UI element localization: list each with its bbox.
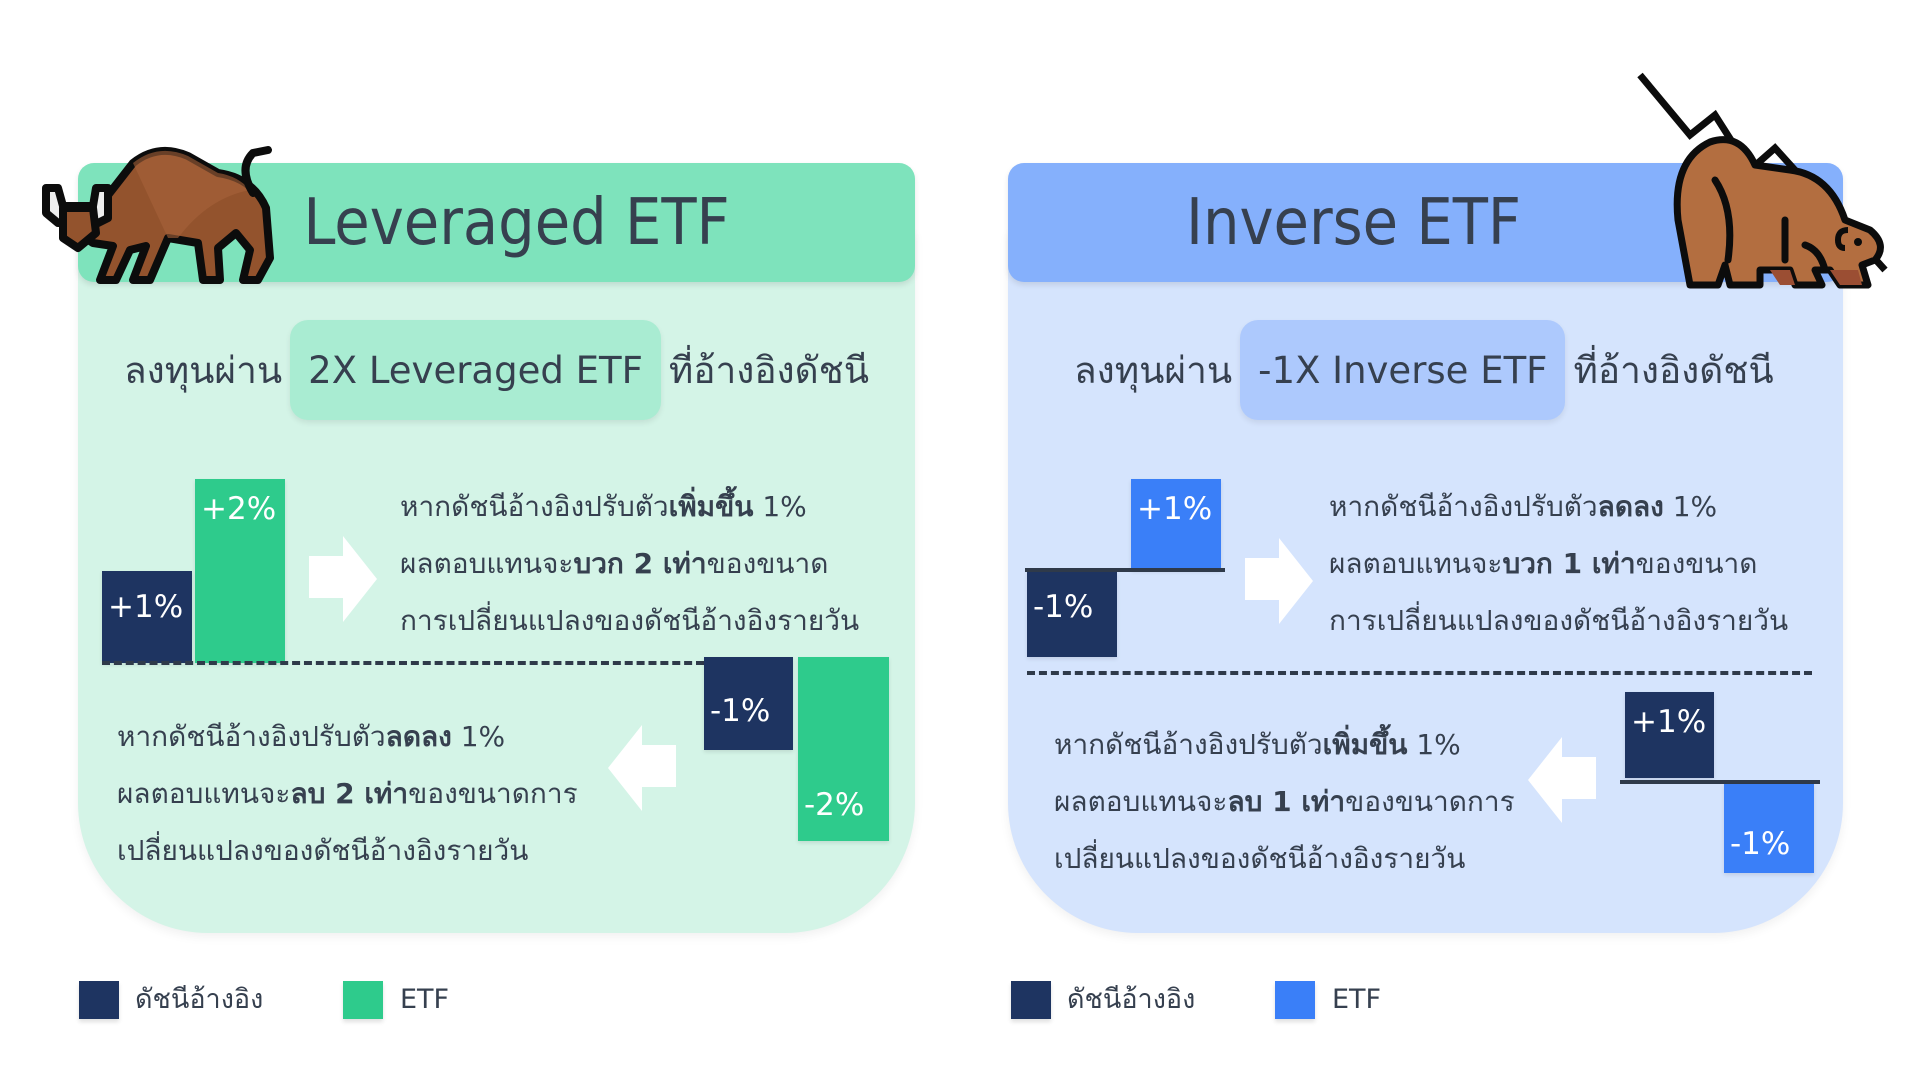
baseline-dashed: [102, 661, 704, 665]
section-divider-dashed: [1027, 671, 1812, 675]
bear-icon: [1637, 72, 1888, 289]
bar-label: +1%: [1137, 491, 1213, 527]
baseline-solid: [1620, 780, 1820, 784]
bar-label: -1%: [710, 693, 771, 729]
desc-text: การเปลี่ยนแปลงของดัชนีอ้างอิงรายวัน: [1329, 604, 1789, 637]
desc-text: เปลี่ยนแปลงของดัชนีอ้างอิงรายวัน: [1054, 842, 1466, 875]
etf-bar-down: -2%: [798, 657, 889, 841]
legend-swatch-etf: [1275, 981, 1315, 1019]
bar-label: -2%: [804, 787, 865, 823]
subtitle-prefix: ลงทุนผ่าน: [124, 348, 283, 392]
inverse-up-description: หากดัชนีอ้างอิงปรับตัวลดลง 1% ผลตอบแทนจะ…: [1329, 478, 1788, 649]
legend-label-index: ดัชนีอ้างอิง: [1067, 984, 1196, 1015]
legend-swatch-index: [79, 981, 119, 1019]
legend-label-index: ดัชนีอ้างอิง: [135, 984, 264, 1015]
leveraged-up-description: หากดัชนีอ้างอิงปรับตัวเพิ่มขึ้น 1% ผลตอบ…: [400, 478, 859, 649]
desc-text: ผลตอบแทนจะ: [400, 547, 574, 580]
subtitle-highlight: 2X Leveraged ETF: [308, 348, 643, 392]
inverse-title: Inverse ETF: [1186, 185, 1521, 260]
legend-swatch-etf: [343, 981, 383, 1019]
index-bar-down: -1%: [1027, 571, 1117, 657]
inverse-subtitle: ลงทุนผ่าน -1X Inverse ETF ที่อ้างอิงดัชน…: [1074, 320, 1774, 420]
desc-text: ผลตอบแทนจะ: [1329, 547, 1503, 580]
desc-text: เปลี่ยนแปลงของดัชนีอ้างอิงรายวัน: [117, 834, 529, 867]
desc-text: หากดัชนีอ้างอิงปรับตัว: [1329, 490, 1598, 523]
desc-text: ของขนาดการ: [1345, 785, 1515, 818]
arrow-right-icon: [309, 536, 377, 622]
desc-bold: ลดลง: [1597, 490, 1664, 523]
leveraged-down-description: หากดัชนีอ้างอิงปรับตัวลดลง 1% ผลตอบแทนจะ…: [117, 708, 578, 879]
desc-text: 1%: [1663, 490, 1718, 523]
etf-bar-down: -1%: [1724, 784, 1814, 873]
desc-text: 1%: [753, 490, 807, 523]
subtitle-prefix: ลงทุนผ่าน: [1074, 348, 1233, 392]
desc-text: หากดัชนีอ้างอิงปรับตัว: [400, 490, 669, 523]
desc-text: ผลตอบแทนจะ: [1054, 785, 1228, 818]
desc-text: หากดัชนีอ้างอิงปรับตัว: [1054, 728, 1323, 761]
desc-bold: ลบ 2 เท่า: [290, 777, 409, 810]
desc-bold: เพิ่มขึ้น: [1322, 728, 1408, 761]
baseline-solid: [1025, 568, 1225, 572]
index-bar-up: +1%: [1625, 692, 1714, 778]
etf-bar-up: +2%: [195, 479, 285, 663]
inverse-down-description: หากดัชนีอ้างอิงปรับตัวเพิ่มขึ้น 1% ผลตอบ…: [1054, 716, 1515, 887]
desc-text: ของขนาด: [1635, 547, 1758, 580]
bar-label: -1%: [1033, 589, 1094, 625]
desc-bold: เพิ่มขึ้น: [668, 490, 754, 523]
leveraged-highlight-pill: 2X Leveraged ETF: [290, 320, 661, 420]
legend-label-etf: ETF: [400, 984, 450, 1015]
desc-text: 1%: [1407, 728, 1461, 761]
arrow-left-icon: [1528, 737, 1596, 823]
arrow-right-icon: [1245, 538, 1313, 624]
bar-label: -1%: [1730, 826, 1791, 862]
desc-text: หากดัชนีอ้างอิงปรับตัว: [117, 720, 386, 753]
desc-bold: บวก 2 เท่า: [573, 547, 707, 580]
subtitle-highlight: -1X Inverse ETF: [1258, 348, 1548, 392]
subtitle-suffix: ที่อ้างอิงดัชนี: [1573, 348, 1774, 392]
index-bar-down: -1%: [704, 657, 793, 750]
desc-bold: ลบ 1 เท่า: [1227, 785, 1346, 818]
desc-text: ของขนาดการ: [408, 777, 578, 810]
desc-text: การเปลี่ยนแปลงของดัชนีอ้างอิงรายวัน: [400, 604, 860, 637]
bar-label: +1%: [108, 589, 184, 625]
bull-icon: [42, 146, 274, 284]
desc-text: ผลตอบแทนจะ: [117, 777, 291, 810]
inverse-highlight-pill: -1X Inverse ETF: [1240, 320, 1566, 420]
index-bar-up: +1%: [102, 571, 192, 663]
legend-swatch-index: [1011, 981, 1051, 1019]
desc-bold: ลดลง: [385, 720, 452, 753]
bar-label: +1%: [1631, 704, 1707, 740]
desc-text: ของขนาด: [706, 547, 829, 580]
bar-label: +2%: [201, 491, 277, 527]
etf-bar-up: +1%: [1131, 479, 1221, 570]
leveraged-title: Leveraged ETF: [303, 185, 730, 260]
arrow-left-icon: [608, 725, 676, 811]
desc-text: 1%: [451, 720, 506, 753]
leveraged-subtitle: ลงทุนผ่าน 2X Leveraged ETF ที่อ้างอิงดัช…: [124, 320, 869, 420]
legend-label-etf: ETF: [1332, 984, 1382, 1015]
subtitle-suffix: ที่อ้างอิงดัชนี: [668, 348, 870, 392]
desc-bold: บวก 1 เท่า: [1502, 547, 1636, 580]
